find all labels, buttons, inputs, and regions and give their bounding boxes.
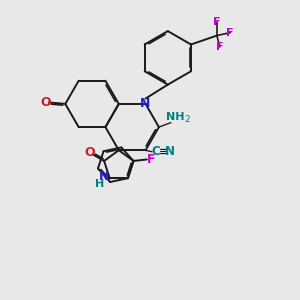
Text: N: N xyxy=(140,98,151,110)
Text: F: F xyxy=(216,42,224,52)
Text: C: C xyxy=(152,145,161,158)
Text: F: F xyxy=(226,28,234,38)
Text: N: N xyxy=(99,170,110,183)
Text: 2: 2 xyxy=(184,115,190,124)
Text: ≡: ≡ xyxy=(159,147,168,157)
Text: N: N xyxy=(165,145,175,158)
Text: O: O xyxy=(40,96,51,109)
Text: F: F xyxy=(213,17,220,27)
Text: H: H xyxy=(95,178,104,189)
Text: NH: NH xyxy=(166,112,184,122)
Text: F: F xyxy=(147,153,156,166)
Text: O: O xyxy=(84,146,94,159)
